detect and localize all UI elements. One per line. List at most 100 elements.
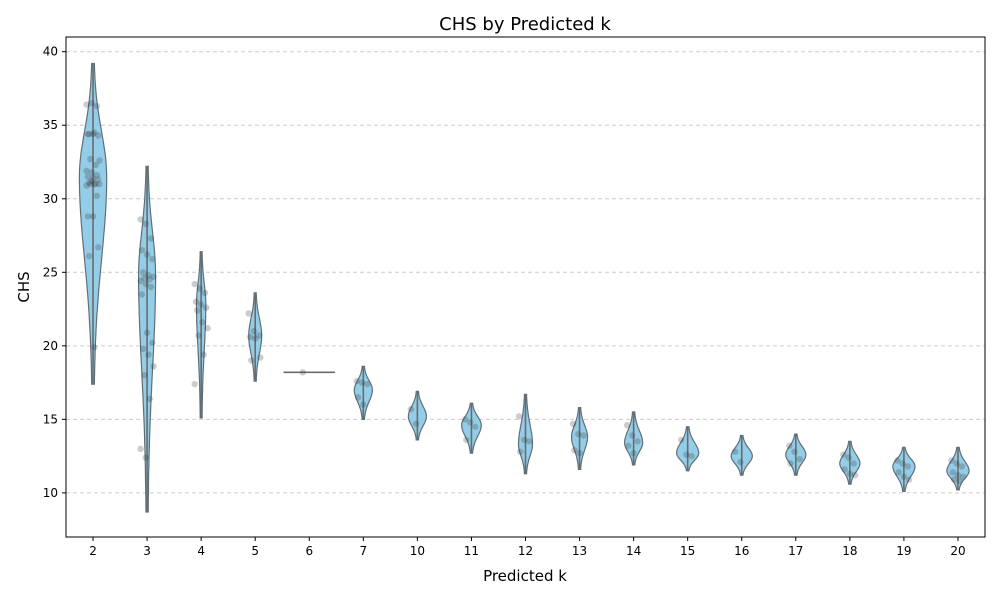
data-point (956, 477, 963, 485)
data-point (791, 448, 798, 455)
data-point (88, 169, 95, 176)
x-tick-label: 2 (89, 544, 97, 558)
data-point (200, 351, 207, 358)
data-point (85, 252, 93, 260)
data-point (191, 380, 198, 388)
data-point (787, 460, 794, 467)
violin-group-k4 (191, 251, 211, 419)
data-point (147, 235, 155, 242)
data-point (140, 269, 147, 276)
data-point (850, 460, 857, 467)
data-point (83, 167, 90, 174)
data-point (138, 291, 146, 298)
data-point (950, 476, 958, 483)
x-tick-label: 13 (572, 544, 587, 558)
data-point (195, 332, 202, 339)
data-point (851, 472, 859, 479)
data-point (147, 283, 155, 291)
data-point (954, 472, 962, 479)
data-point (140, 345, 147, 352)
y-tick-label: 25 (43, 265, 58, 279)
data-point (841, 466, 848, 473)
data-point (569, 420, 577, 427)
y-tick-label: 15 (43, 412, 58, 426)
data-point (900, 473, 908, 480)
x-tick-label: 10 (410, 544, 425, 558)
data-point (142, 454, 149, 461)
data-point (149, 255, 156, 263)
data-point (354, 394, 362, 401)
data-point (905, 476, 913, 483)
data-point (894, 457, 901, 464)
data-point (204, 325, 211, 332)
data-point (255, 332, 263, 339)
data-point (88, 177, 95, 185)
data-point (949, 469, 956, 476)
data-point (194, 307, 201, 314)
data-point (360, 401, 367, 408)
data-point (688, 452, 695, 460)
data-point (146, 276, 153, 283)
data-point (252, 335, 259, 342)
data-point (678, 436, 685, 444)
data-point (84, 213, 92, 220)
data-point (353, 377, 360, 385)
data-point (141, 275, 148, 282)
data-point (85, 130, 93, 138)
y-tick-label: 20 (43, 339, 58, 353)
data-point (89, 175, 97, 182)
data-point (85, 179, 93, 186)
data-point (364, 380, 371, 388)
data-point (92, 180, 99, 188)
data-point (91, 344, 98, 351)
data-point (201, 289, 209, 297)
violin-group-k12 (515, 393, 534, 475)
data-point (904, 463, 911, 470)
violin-group-k2 (78, 62, 108, 385)
data-point (191, 280, 198, 288)
data-point (732, 448, 739, 455)
data-point (89, 213, 97, 220)
violin-group-k16 (730, 434, 753, 476)
data-point (412, 420, 420, 427)
data-point (84, 130, 92, 138)
data-point (580, 432, 587, 439)
data-point (895, 469, 902, 476)
violin-group-k10 (407, 390, 427, 441)
y-axis-label: CHS (15, 271, 33, 302)
data-point (407, 405, 415, 413)
data-point (93, 102, 101, 110)
x-tick-label: 7 (360, 544, 368, 558)
data-point (576, 450, 583, 457)
data-point (623, 422, 631, 429)
violin-group-k11 (461, 402, 482, 454)
data-point (89, 130, 97, 138)
data-point (95, 176, 102, 183)
data-point (96, 180, 103, 188)
data-point (515, 413, 523, 420)
data-point (630, 450, 637, 457)
data-point (466, 419, 474, 426)
x-tick-label: 18 (842, 544, 857, 558)
x-tick-label: 16 (734, 544, 749, 558)
data-point (93, 192, 101, 199)
violin-group-k20 (946, 446, 970, 491)
data-point (625, 442, 632, 449)
data-point (145, 351, 152, 358)
data-point (737, 458, 744, 466)
data-point (150, 273, 157, 280)
data-point (899, 460, 906, 467)
x-axis-label: Predicted k (483, 567, 567, 585)
violin-group-k15 (676, 426, 700, 472)
data-point (461, 416, 469, 423)
data-point (953, 460, 960, 467)
data-point (796, 455, 803, 463)
violin-group-k19 (892, 446, 916, 492)
data-point (521, 436, 528, 444)
violin-group-k5 (245, 292, 264, 382)
x-axis: 2 3 4 5 6 7 10 11 12 13 14 15 16 17 18 19 20 (89, 537, 966, 558)
x-tick-label: 5 (251, 544, 259, 558)
data-point (948, 457, 955, 464)
data-point (517, 448, 524, 455)
